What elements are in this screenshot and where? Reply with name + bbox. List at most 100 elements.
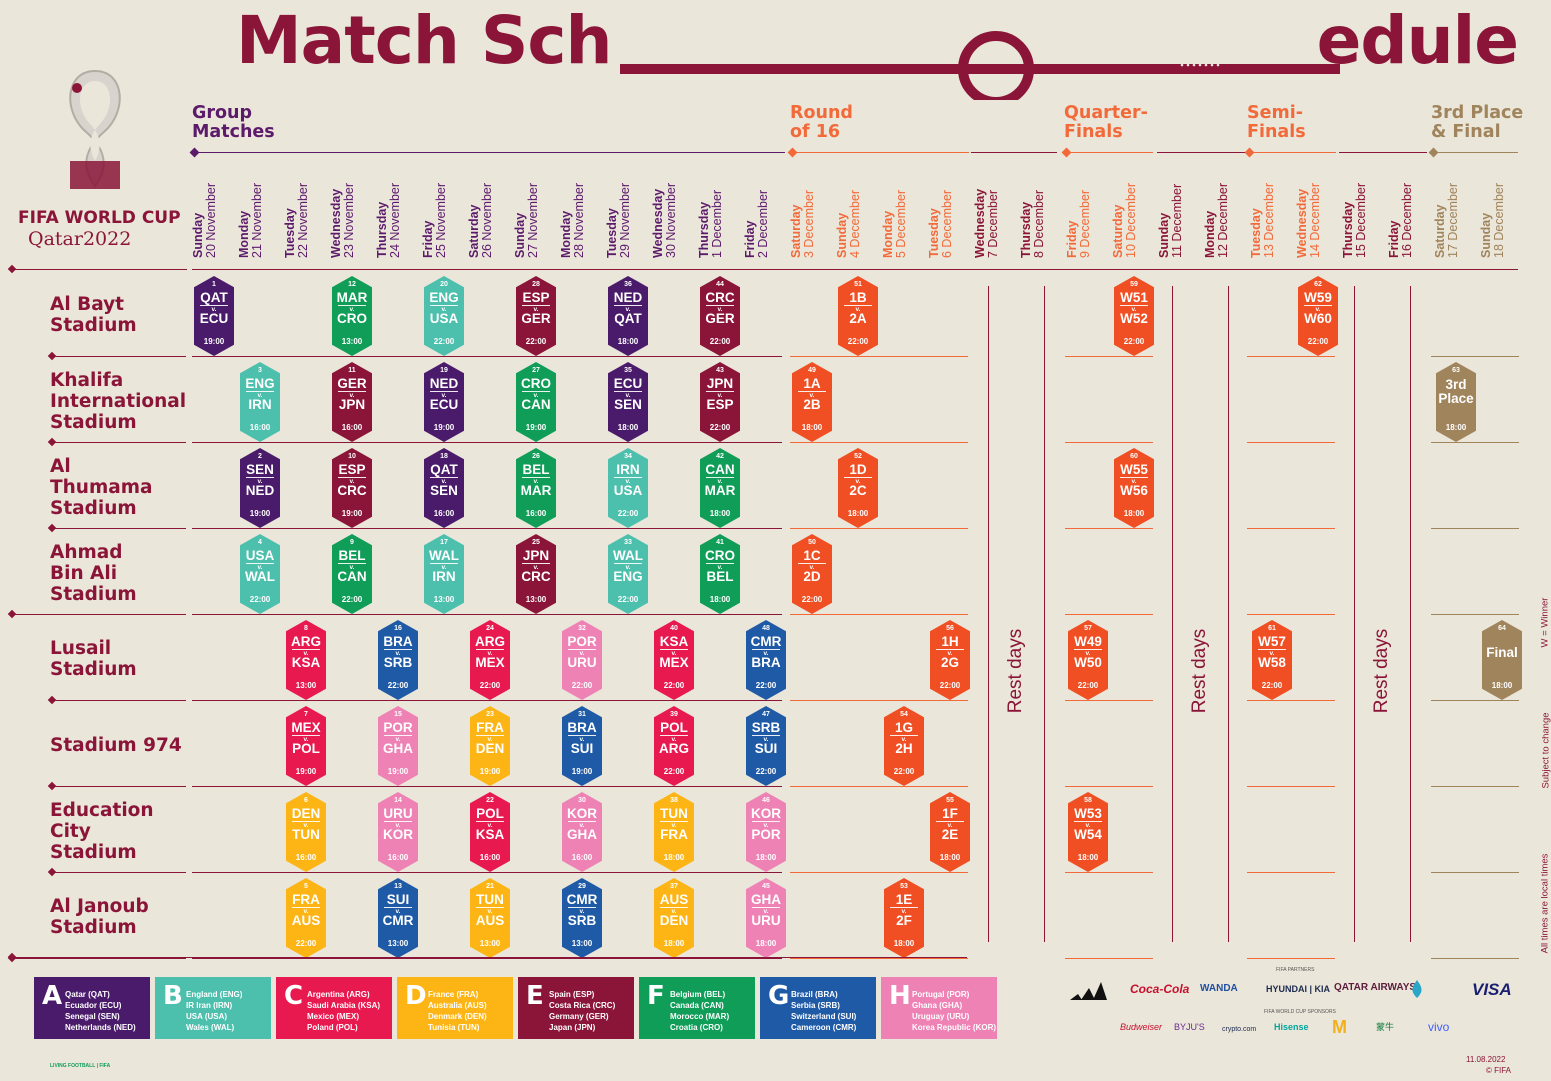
match-card[interactable]: 10 ESP v. CRC 19:00 xyxy=(332,448,372,528)
team-home: 1H xyxy=(941,634,959,649)
versus: v. xyxy=(292,821,320,829)
match-card[interactable]: 29 CMR v. SRB 13:00 xyxy=(562,878,602,958)
team-home: 1D xyxy=(849,462,867,477)
match-card[interactable]: 36 NED v. QAT 18:00 xyxy=(608,276,648,356)
group-teams: Qatar (QAT) Ecuador (ECU) Senegal (SEN) … xyxy=(65,990,136,1032)
match-card[interactable]: 27 CRO v. CAN 19:00 xyxy=(516,362,556,442)
match-card[interactable]: 44 CRC v. GER 22:00 xyxy=(700,276,740,356)
match-card[interactable]: 55 1F v. 2E 18:00 xyxy=(930,792,970,872)
match-card[interactable]: 57 W49 v. W50 22:00 xyxy=(1068,620,1108,700)
title-ring-decoration xyxy=(620,31,1340,100)
match-card[interactable]: 52 1D v. 2C 18:00 xyxy=(838,448,878,528)
match-card[interactable]: 2 SEN v. NED 19:00 xyxy=(240,448,280,528)
match-card[interactable]: 8 ARG v. KSA 13:00 xyxy=(286,620,326,700)
team-home: POL xyxy=(476,806,504,821)
match-card[interactable]: 12 MAR v. CRO 13:00 xyxy=(332,276,372,356)
match-card[interactable]: 14 URU v. KOR 16:00 xyxy=(378,792,418,872)
match-card[interactable]: 22 POL v. KSA 16:00 xyxy=(470,792,510,872)
match-card[interactable]: 17 WAL v. IRN 13:00 xyxy=(424,534,464,614)
match-card[interactable]: 18 QAT v. SEN 16:00 xyxy=(424,448,464,528)
versus: v. xyxy=(614,391,642,399)
match-card[interactable]: 48 CMR v. BRA 22:00 xyxy=(746,620,786,700)
versus: v. xyxy=(890,907,918,915)
team-home: KSA xyxy=(659,634,689,649)
match-card[interactable]: 46 KOR v. POR 18:00 xyxy=(746,792,786,872)
match-card[interactable]: 42 CAN v. MAR 18:00 xyxy=(700,448,740,528)
match-card[interactable]: 4 USA v. WAL 22:00 xyxy=(240,534,280,614)
versus: v. xyxy=(1304,305,1332,313)
match-card[interactable]: 34 IRN v. USA 22:00 xyxy=(608,448,648,528)
match-card[interactable]: 3 ENG v. IRN 16:00 xyxy=(240,362,280,442)
row-separator xyxy=(1065,614,1153,615)
match-card[interactable]: 1 QAT v. ECU 19:00 xyxy=(194,276,234,356)
group-letter: C xyxy=(284,981,304,1011)
team-away: NED xyxy=(245,483,275,498)
row-separator xyxy=(790,958,968,959)
match-card[interactable]: 26 BEL v. MAR 16:00 xyxy=(516,448,556,528)
versus: v. xyxy=(752,649,780,657)
match-card[interactable]: 28 ESP v. GER 22:00 xyxy=(516,276,556,356)
match-card[interactable]: 37 AUS v. DEN 18:00 xyxy=(654,878,694,958)
match-card[interactable]: 49 1A v. 2B 18:00 xyxy=(792,362,832,442)
match-card[interactable]: 51 1B v. 2A 22:00 xyxy=(838,276,878,356)
match-card[interactable]: 9 BEL v. CAN 22:00 xyxy=(332,534,372,614)
match-card[interactable]: 60 W55 v. W56 18:00 xyxy=(1114,448,1154,528)
row-separator xyxy=(1431,614,1519,615)
match-card[interactable]: 20 ENG v. USA 22:00 xyxy=(424,276,464,356)
match-card[interactable]: 31 BRA v. SUI 19:00 xyxy=(562,706,602,786)
match-card[interactable]: 64 Final 18:00 xyxy=(1482,620,1522,700)
match-card[interactable]: 23 FRA v. DEN 19:00 xyxy=(470,706,510,786)
match-card[interactable]: 50 1C v. 2D 22:00 xyxy=(792,534,832,614)
row-marker xyxy=(47,781,57,791)
match-card[interactable]: 40 KSA v. MEX 22:00 xyxy=(654,620,694,700)
match-card[interactable]: 41 CRO v. BEL 18:00 xyxy=(700,534,740,614)
match-card[interactable]: 63 3rd Place 18:00 xyxy=(1436,362,1476,442)
match-card[interactable]: 45 GHA v. URU 18:00 xyxy=(746,878,786,958)
day-header-text: Saturday 26 November xyxy=(467,183,494,258)
match-card[interactable]: 11 GER v. JPN 16:00 xyxy=(332,362,372,442)
match-card[interactable]: 56 1H v. 2G 22:00 xyxy=(930,620,970,700)
versus: v. xyxy=(476,907,504,915)
match-card[interactable]: 13 SUI v. CMR 13:00 xyxy=(378,878,418,958)
stadium-name: Al Janoub Stadium xyxy=(50,896,149,938)
sponsor-visa: VISA xyxy=(1472,980,1512,999)
match-card[interactable]: 62 W59 v. W60 22:00 xyxy=(1298,276,1338,356)
match-card[interactable]: 35 ECU v. SEN 18:00 xyxy=(608,362,648,442)
match-card[interactable]: 32 POR v. URU 22:00 xyxy=(562,620,602,700)
match-card[interactable]: 30 KOR v. GHA 16:00 xyxy=(562,792,602,872)
kickoff-time: 16:00 xyxy=(295,853,317,862)
match-card[interactable]: 21 TUN v. AUS 13:00 xyxy=(470,878,510,958)
match-card[interactable]: 43 JPN v. ESP 22:00 xyxy=(700,362,740,442)
world-cup-emblem-icon xyxy=(69,69,121,189)
team-away: 2C xyxy=(849,483,867,498)
date: 11 December xyxy=(1170,183,1184,258)
team-home: W59 xyxy=(1304,290,1332,305)
match-card[interactable]: 58 W53 v. W54 18:00 xyxy=(1068,792,1108,872)
match-card[interactable]: 54 1G v. 2H 22:00 xyxy=(884,706,924,786)
match-card[interactable]: 6 DEN v. TUN 16:00 xyxy=(286,792,326,872)
day-header: Monday 28 November xyxy=(559,168,586,258)
match-card[interactable]: 15 POR v. GHA 19:00 xyxy=(378,706,418,786)
team-away: MEX xyxy=(475,655,505,670)
match-card[interactable]: 33 WAL v. ENG 22:00 xyxy=(608,534,648,614)
stadium-name: Ahmad Bin Ali Stadium xyxy=(50,541,137,605)
match-number: 62 xyxy=(1314,281,1322,288)
row-separator xyxy=(52,528,186,529)
match-number: 46 xyxy=(762,797,770,804)
match-card[interactable]: 7 MEX v. POL 19:00 xyxy=(286,706,326,786)
match-card[interactable]: 39 POL v. ARG 22:00 xyxy=(654,706,694,786)
match-number: 40 xyxy=(670,625,678,632)
match-card[interactable]: 38 TUN v. FRA 18:00 xyxy=(654,792,694,872)
match-card[interactable]: 59 W51 v. W52 22:00 xyxy=(1114,276,1154,356)
match-card[interactable]: 53 1E v. 2F 18:00 xyxy=(884,878,924,958)
match-card[interactable]: 19 NED v. ECU 19:00 xyxy=(424,362,464,442)
match-card[interactable]: 5 FRA v. AUS 22:00 xyxy=(286,878,326,958)
match-number: 37 xyxy=(670,883,678,890)
match-card[interactable]: 47 SRB v. SUI 22:00 xyxy=(746,706,786,786)
match-card[interactable]: 25 JPN v. CRC 13:00 xyxy=(516,534,556,614)
match-card[interactable]: 61 W57 v. W58 22:00 xyxy=(1252,620,1292,700)
group-box: A Qatar (QAT) Ecuador (ECU) Senegal (SEN)… xyxy=(34,977,150,1039)
match-card[interactable]: 16 BRA v. SRB 22:00 xyxy=(378,620,418,700)
team-away: SUI xyxy=(570,741,594,756)
match-card[interactable]: 24 ARG v. MEX 22:00 xyxy=(470,620,510,700)
